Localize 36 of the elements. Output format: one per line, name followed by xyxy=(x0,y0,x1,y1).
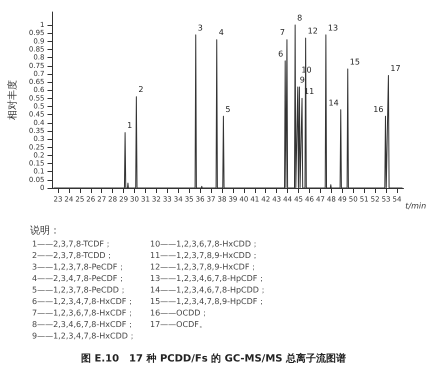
annotation: 15 xyxy=(350,58,360,67)
annotation: 1 xyxy=(127,121,132,130)
annotation: 13 xyxy=(328,23,338,32)
x-axis-title: t/min xyxy=(405,202,426,210)
annotation: 9 xyxy=(300,75,305,84)
y-axis-title: 相对丰度 xyxy=(6,80,18,120)
text: 说明： xyxy=(30,224,60,236)
annotation: 7 xyxy=(280,28,285,38)
text: 6——1,2,3,4,7,8-HxCDF； xyxy=(32,297,134,306)
text: 16——OCDD； xyxy=(150,308,208,318)
annotation: 3 xyxy=(198,23,203,32)
text: 图 E.10 17 种 PCDD/Fs 的 GC-MS/MS 总离子流图谱 xyxy=(81,352,346,364)
text: 9——1,2,3,4,7,8-HxCDD； xyxy=(32,332,136,340)
text: 5——1,2,3,7,8-PeCDD； xyxy=(32,286,127,294)
text: 1——2,3,7,8-TCDF； xyxy=(32,240,112,248)
text: 12——1,2,3,7,8,9-HxCDF； xyxy=(150,262,258,272)
text: 17——OCDF。 xyxy=(150,320,207,329)
text: 10——1,2,3,6,7,8-HxCDD； xyxy=(150,240,259,248)
annotation: 6 xyxy=(278,49,284,58)
annotation: 14 xyxy=(328,98,339,108)
annotation: 8 xyxy=(297,14,302,23)
text: 15——1,2,3,4,7,8,9-HpCDF； xyxy=(150,297,266,306)
annotation: 12 xyxy=(308,26,318,36)
text: 14——1,2,3,4,6,7,8-HpCDD； xyxy=(150,286,267,294)
text: 8——2,3,4,6,7,8-HxCDF； xyxy=(32,320,134,329)
text: 13——1,2,3,4,6,7,8-HpCDF； xyxy=(150,274,266,283)
text: 2——2,3,7,8-TCDD； xyxy=(32,251,114,260)
annotation: 4 xyxy=(218,28,224,38)
annotation: 2 xyxy=(138,85,144,94)
text: 4——2,3,4,7,8-PeCDF； xyxy=(32,274,126,283)
annotation: 17 xyxy=(390,64,401,74)
annotation: 5 xyxy=(225,104,230,114)
text: 11——1,2,3,7,8,9-HxCDD； xyxy=(150,251,259,260)
annotation: 16 xyxy=(373,104,384,114)
text: 7——1,2,3,6,7,8-HxCDF； xyxy=(32,308,134,318)
text: 3——1,2,3,7,8-PeCDF； xyxy=(32,262,126,272)
